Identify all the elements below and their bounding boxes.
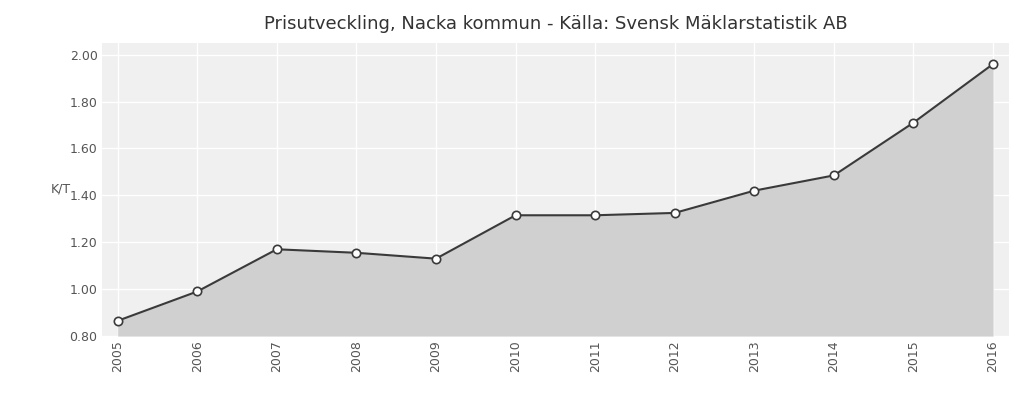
Title: Prisutveckling, Nacka kommun - Källa: Svensk Mäklarstatistik AB: Prisutveckling, Nacka kommun - Källa: Sv… <box>263 15 847 33</box>
Y-axis label: K/T: K/T <box>51 182 71 196</box>
